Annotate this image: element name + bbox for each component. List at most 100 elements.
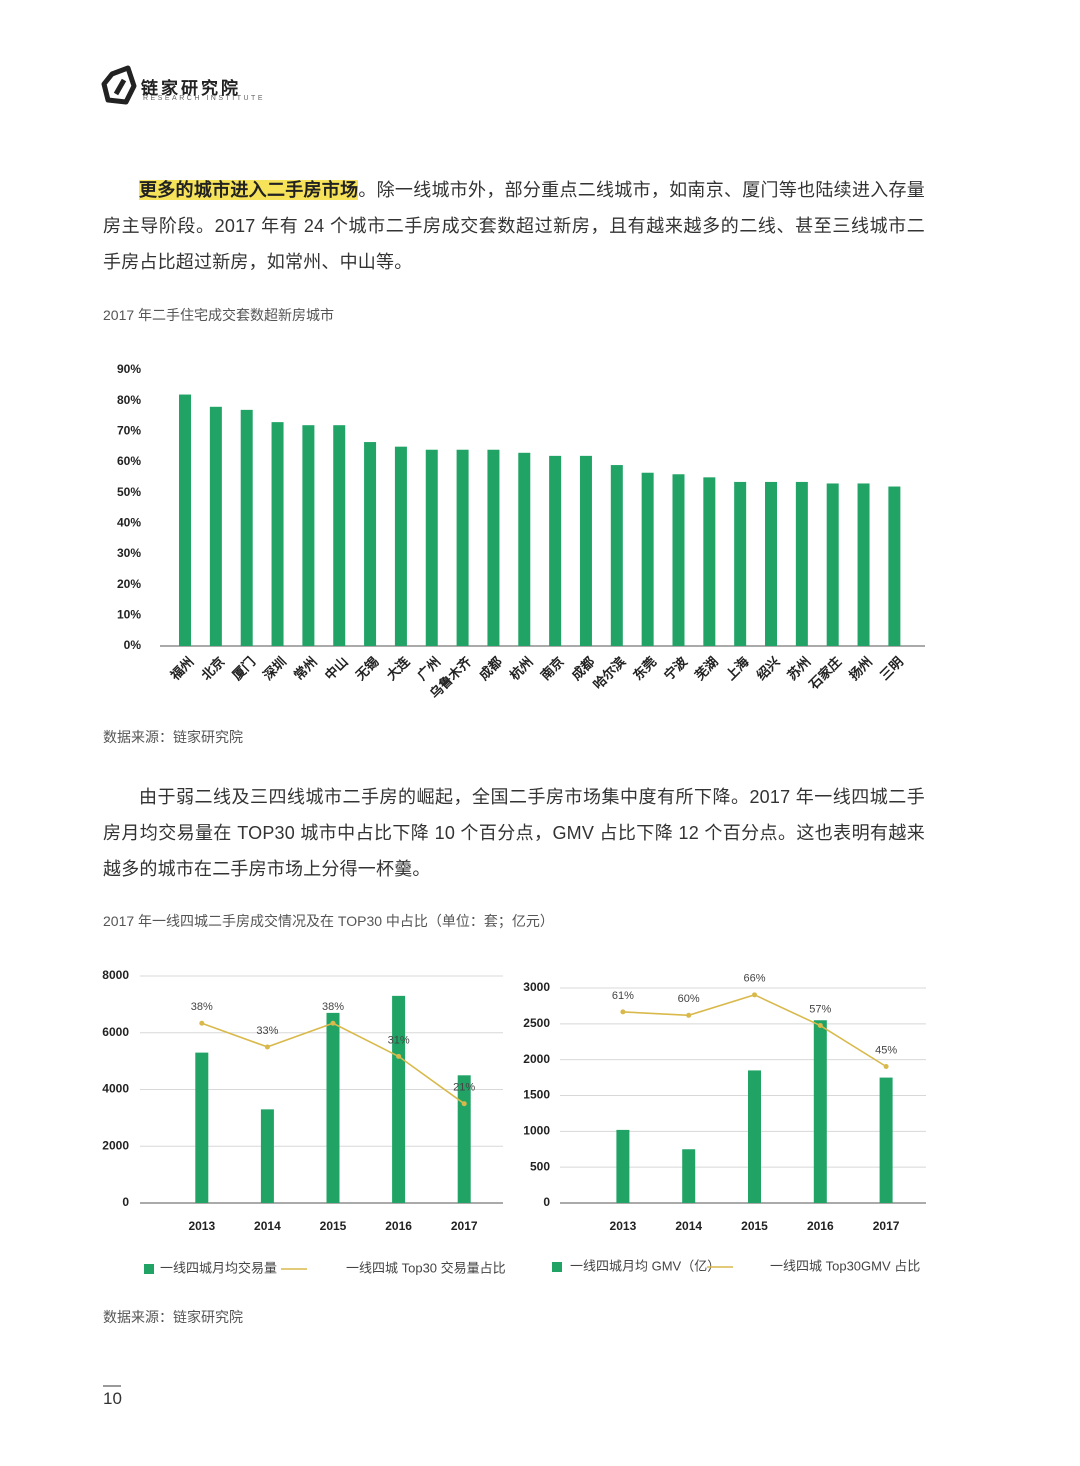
bar: [425, 449, 438, 646]
bar: [260, 1109, 274, 1203]
bar: [682, 1149, 696, 1203]
legend-label: 一线四城 Top30GMV 占比: [770, 1258, 920, 1273]
legend-swatch: [552, 1262, 562, 1272]
x-tick-label: 哈尔滨: [590, 654, 628, 692]
bar: [271, 422, 284, 646]
x-tick-label: 2013: [188, 1219, 215, 1233]
x-tick-label: 2016: [807, 1219, 834, 1233]
y-tick-label: 4000: [102, 1082, 129, 1096]
data-label: 38%: [322, 1001, 344, 1013]
x-tick-label: 上海: [723, 654, 752, 683]
data-label: 33%: [256, 1025, 278, 1037]
line-point: [199, 1020, 205, 1026]
bar: [641, 472, 654, 646]
bar: [394, 446, 407, 646]
x-tick-label: 东莞: [630, 654, 659, 683]
bar: [487, 449, 500, 646]
legend-label: 一线四城 Top30 交易量占比: [346, 1260, 506, 1275]
paragraph-text: 由于弱二线及三四线城市二手房的崛起，全国二手房市场集中度有所下降。2017 年一…: [103, 787, 925, 879]
x-tick-label: 2013: [610, 1219, 637, 1233]
y-tick-label: 50%: [117, 485, 141, 499]
figure-title: 2017 年二手住宅成交套数超新房城市: [103, 307, 335, 323]
data-label: 57%: [809, 1003, 831, 1015]
line-point: [396, 1053, 402, 1059]
paragraph: 更多的城市进入二手房市场。除一线城市外，部分重点二线城市，如南京、厦门等也陆续进…: [103, 172, 925, 280]
x-tick-label: 大连: [383, 653, 413, 683]
bar: [610, 465, 623, 646]
highlight: 更多的城市进入二手房市场: [139, 180, 359, 200]
data-label: 66%: [743, 973, 765, 985]
brand-subtitle: RESEARCH INSTITUTE: [143, 95, 266, 102]
logo-outer: [101, 65, 137, 105]
y-tick-label: 500: [530, 1159, 550, 1173]
data-label: 60%: [678, 993, 700, 1005]
logo-inner: [113, 78, 127, 96]
paragraph-text: 。除一线城市外，部分重点二线城市，如南京、厦门等也陆续进入存量房主导阶段。201…: [103, 180, 925, 272]
y-tick-label: 8000: [102, 968, 129, 982]
y-tick-label: 90%: [117, 362, 141, 376]
line-point: [330, 1020, 336, 1026]
bar: [364, 442, 377, 646]
x-tick-label: 2015: [741, 1219, 768, 1233]
bar: [209, 406, 222, 646]
x-tick-label: 南京: [538, 654, 567, 683]
source: 数据来源：链家研究院: [103, 1309, 243, 1325]
bar: [857, 483, 870, 646]
y-tick-label: 0%: [124, 638, 142, 652]
line: [622, 993, 887, 1068]
x-tick-label: 2015: [320, 1219, 347, 1233]
bar: [179, 394, 192, 646]
x-tick-label: 2017: [873, 1219, 900, 1233]
x-tick-label: 石家庄: [805, 654, 844, 693]
x-tick-label: 杭州: [507, 654, 536, 683]
line-point: [883, 1063, 889, 1069]
brand: 链家研究院: [141, 79, 241, 98]
y-tick-label: 2000: [523, 1052, 550, 1066]
bar: [879, 1077, 893, 1203]
x-tick-label: 芜湖: [692, 654, 721, 683]
bar: [549, 455, 562, 646]
legend-label: 一线四城月均交易量: [160, 1260, 277, 1275]
line-point: [686, 1012, 692, 1018]
bar: [888, 486, 901, 646]
x-tick-label: 2014: [675, 1219, 702, 1233]
x-tick-label: 无锡: [352, 654, 382, 684]
line-point: [461, 1101, 467, 1107]
legend-label: 一线四城月均 GMV（亿）: [570, 1258, 720, 1273]
bar: [813, 1020, 827, 1203]
y-tick-label: 2500: [523, 1016, 550, 1030]
x-tick-label: 2014: [254, 1219, 281, 1233]
figure-title: 2017 年一线四城二手房成交情况及在 TOP30 中占比（单位：套；亿元）: [103, 913, 554, 929]
bar: [579, 455, 592, 646]
y-tick-label: 0: [122, 1195, 129, 1209]
bar: [703, 477, 716, 646]
paragraph: 由于弱二线及三四线城市二手房的崛起，全国二手房市场集中度有所下降。2017 年一…: [103, 779, 925, 887]
bar: [616, 1129, 630, 1203]
x-tick-label: 厦门: [229, 654, 258, 683]
bar: [326, 1012, 340, 1203]
y-tick-label: 2000: [102, 1138, 129, 1152]
x-tick-label: 福州: [167, 654, 197, 684]
y-tick-label: 60%: [117, 454, 141, 468]
bar: [195, 1052, 209, 1203]
y-tick-label: 6000: [102, 1025, 129, 1039]
line-point: [752, 992, 757, 998]
bar: [748, 1070, 761, 1203]
x-tick-label: 2017: [451, 1219, 478, 1233]
bar: [456, 449, 469, 646]
y-tick-label: 0: [543, 1195, 550, 1209]
data-label: 61%: [612, 990, 634, 1002]
source: 数据来源：链家研究院: [103, 729, 243, 745]
x-tick-label: 中山: [322, 654, 351, 683]
y-tick-label: 1500: [523, 1088, 550, 1102]
bar: [518, 452, 531, 646]
bar: [240, 409, 253, 646]
data-label: 21%: [453, 1082, 475, 1094]
line-point: [817, 1023, 823, 1029]
bar: [734, 481, 747, 646]
y-tick-label: 30%: [117, 546, 141, 560]
y-tick-label: 80%: [117, 393, 141, 407]
x-tick-label: 2016: [385, 1219, 412, 1233]
y-tick-label: 40%: [117, 516, 141, 530]
